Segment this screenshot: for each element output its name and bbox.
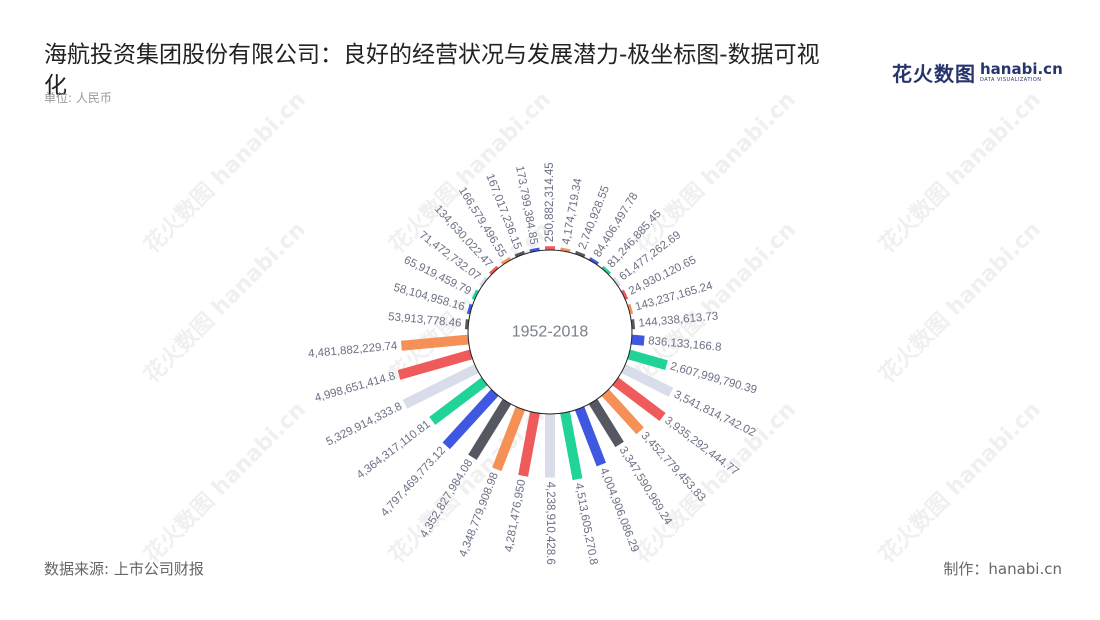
bar-value-label: 4,348,779,908.98: [457, 471, 501, 559]
polar-bar: [601, 265, 611, 275]
polar-bar: [621, 364, 674, 397]
page-title: 海航投资集团股份有限公司：良好的经营状况与发展潜力-极坐标图-数据可视化: [44, 42, 820, 99]
polar-bar: [501, 257, 512, 265]
polar-bar: [545, 414, 555, 478]
inner-circle: [467, 249, 633, 415]
maker-credit: 制作：hanabi.cn: [943, 560, 1062, 578]
bar-value-label: 4,998,651,414.8: [314, 370, 397, 404]
polar-bar: [627, 303, 634, 315]
polar-bar: [631, 334, 645, 346]
polar-bar: [574, 406, 606, 467]
unit-label: 单位: 人民币: [44, 91, 112, 105]
bar-value-label: 53,913,778.46: [388, 311, 462, 330]
polar-bar: [492, 406, 526, 472]
logo-subtitle: DATA VISUALIZATION: [980, 76, 1042, 83]
bar-value-label: 4,481,882,229.74: [308, 340, 399, 360]
bar-value-label: 4,238,910,428.6: [544, 482, 556, 565]
polar-bar: [588, 257, 599, 265]
bar-value-label: 4,513,605,270.8: [572, 482, 599, 566]
brand-logo: 花火数图 hanabi.cn DATA VISUALIZATION: [892, 58, 1063, 87]
polar-bar: [588, 399, 624, 448]
data-source: 数据来源: 上市公司财报: [44, 560, 204, 578]
polar-bar: [489, 265, 499, 275]
polar-bar: [560, 411, 583, 481]
polar-bar: [429, 377, 488, 425]
logo-english-text: hanabi.cn: [980, 59, 1063, 78]
polar-bar: [627, 349, 668, 370]
polar-bar: [479, 276, 488, 287]
polar-bar: [574, 250, 586, 258]
bar-value-label: 144,338,613.73: [638, 310, 719, 329]
polar-bar: [468, 399, 512, 460]
polar-bar: [621, 289, 629, 300]
polar-bar: [471, 289, 479, 300]
polar-bar: [400, 334, 469, 351]
polar-bar: [545, 246, 555, 250]
polar-bar: [442, 389, 499, 450]
polar-bar: [466, 303, 473, 315]
polar-bar: [518, 411, 540, 477]
polar-bar: [402, 364, 479, 409]
bar-value-label: 250,882,314.45: [544, 162, 556, 242]
polar-bar: [601, 389, 644, 435]
polar-bar: [397, 349, 473, 380]
center-label: 1952-2018: [512, 324, 589, 341]
polar-bar: [529, 247, 540, 253]
logo-english-block: hanabi.cn DATA VISUALIZATION: [980, 59, 1063, 84]
bars-layer: [397, 246, 674, 481]
bar-value-label: 836,133,166.8: [648, 335, 722, 354]
polar-bar: [612, 276, 621, 287]
bar-value-label: 4,281,476,950: [503, 479, 528, 553]
logo-chinese-text: 花火数图: [892, 62, 976, 86]
bar-value-label: 5,329,914,333.8: [324, 401, 404, 449]
polar-bar: [514, 250, 526, 258]
polar-bar: [560, 247, 571, 253]
polar-bar: [612, 377, 666, 422]
